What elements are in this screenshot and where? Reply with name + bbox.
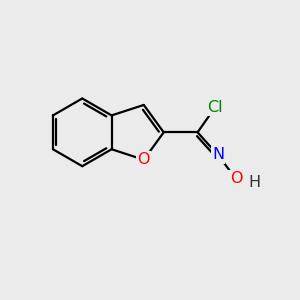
Text: O: O xyxy=(230,171,242,186)
Text: O: O xyxy=(138,152,150,167)
Text: H: H xyxy=(248,176,260,190)
Text: Cl: Cl xyxy=(207,100,223,115)
Text: N: N xyxy=(212,148,224,163)
